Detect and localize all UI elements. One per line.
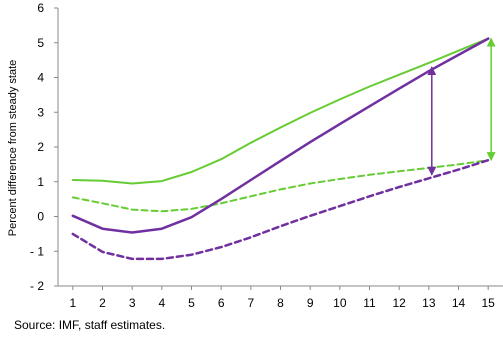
y-tick-label: 4 [37, 71, 44, 85]
x-tick-label: 2 [99, 296, 106, 310]
x-tick-label: 9 [307, 296, 314, 310]
x-tick-label: 6 [218, 296, 225, 310]
series-line-3 [71, 37, 490, 234]
y-tick-label: 3 [37, 105, 44, 119]
series-line-1 [71, 37, 490, 185]
x-tick-label: 10 [333, 296, 347, 310]
y-tick-label: 6 [37, 1, 44, 15]
x-tick-label: 15 [481, 296, 495, 310]
x-tick-label: 13 [422, 296, 436, 310]
x-tick-label: 8 [277, 296, 284, 310]
x-tick-label: 12 [392, 296, 406, 310]
source-note: Source: IMF, staff estimates. [14, 318, 166, 332]
series-line-4 [71, 158, 490, 261]
y-axis-label: Percent difference from steady state [7, 60, 19, 237]
y-tick-label: - 2 [30, 279, 44, 293]
x-tick-label: 14 [452, 296, 466, 310]
y-tick-label: 0 [37, 210, 44, 224]
x-tick-label: 7 [247, 296, 254, 310]
x-tick-label: 1 [69, 296, 76, 310]
series-group [71, 37, 490, 261]
x-tick-label: 4 [158, 296, 165, 310]
y-tick-label: - 1 [30, 244, 44, 258]
y-tick-label: 2 [37, 140, 44, 154]
annotation-group [427, 37, 496, 176]
x-tick-label: 3 [129, 296, 136, 310]
x-tick-label: 5 [188, 296, 195, 310]
y-tick-label: 1 [37, 175, 44, 189]
series-line-2 [71, 159, 490, 213]
y-tick-label: 5 [37, 36, 44, 50]
x-tick-label: 11 [363, 296, 376, 310]
